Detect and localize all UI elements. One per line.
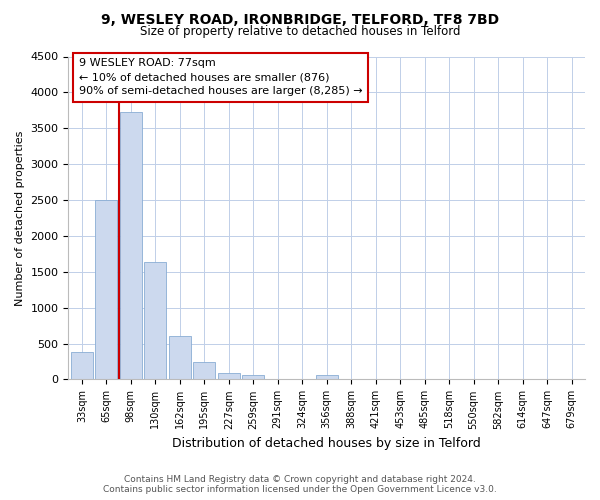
Bar <box>71 352 93 380</box>
Bar <box>95 200 118 380</box>
X-axis label: Distribution of detached houses by size in Telford: Distribution of detached houses by size … <box>172 437 481 450</box>
Bar <box>218 373 240 380</box>
Y-axis label: Number of detached properties: Number of detached properties <box>15 130 25 306</box>
Bar <box>145 262 166 380</box>
Bar <box>120 112 142 380</box>
Text: Size of property relative to detached houses in Telford: Size of property relative to detached ho… <box>140 25 460 38</box>
Text: 9 WESLEY ROAD: 77sqm
← 10% of detached houses are smaller (876)
90% of semi-deta: 9 WESLEY ROAD: 77sqm ← 10% of detached h… <box>79 58 362 96</box>
Bar <box>193 362 215 380</box>
Text: Contains HM Land Registry data © Crown copyright and database right 2024.
Contai: Contains HM Land Registry data © Crown c… <box>103 474 497 494</box>
Text: 9, WESLEY ROAD, IRONBRIDGE, TELFORD, TF8 7BD: 9, WESLEY ROAD, IRONBRIDGE, TELFORD, TF8… <box>101 12 499 26</box>
Bar <box>316 376 338 380</box>
Bar <box>169 336 191 380</box>
Bar <box>242 376 264 380</box>
